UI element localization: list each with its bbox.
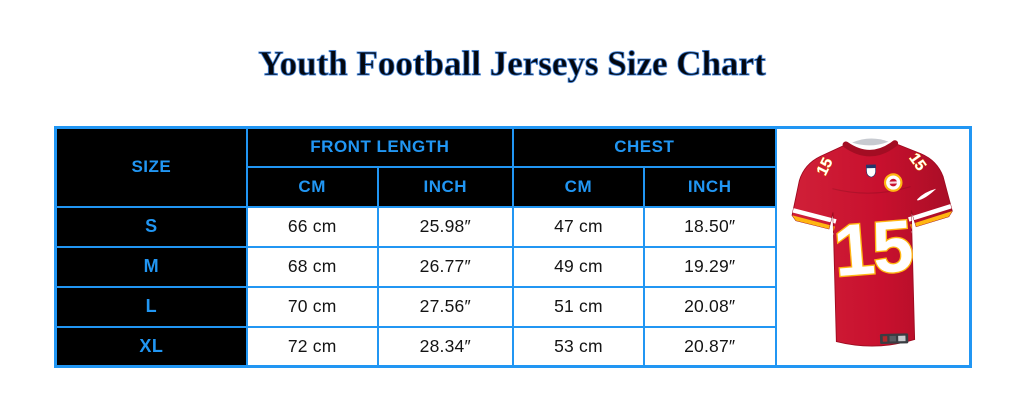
cell-front-inch: 25.98″	[376, 205, 514, 248]
size-chart-table: SIZE FRONT LENGTH CHEST	[54, 126, 972, 368]
row-size-label: M	[54, 245, 248, 288]
team-patch-icon	[883, 172, 903, 192]
subheader-chest-inch: INCH	[642, 165, 777, 208]
subheader-front-inch: INCH	[376, 165, 514, 208]
jersey-image-cell: 15 15 15	[774, 126, 972, 368]
header-row-units: CM INCH CM INCH	[56, 165, 971, 208]
header-row-groups: SIZE FRONT LENGTH CHEST	[54, 126, 972, 368]
nike-swoosh-icon	[916, 188, 936, 200]
cell-front-inch: 28.34″	[376, 325, 514, 368]
cell-front-inch: 27.56″	[376, 285, 514, 328]
cell-chest-inch: 18.50″	[642, 205, 777, 248]
cell-chest-cm: 53 cm	[511, 325, 645, 368]
table-row-l: L 70 cm 27.56″ 51 cm 20.08″	[54, 285, 971, 328]
jersey-collar	[842, 139, 898, 156]
table-row-xl: XL 72 cm 28.34″ 53 cm 20.87″	[54, 325, 971, 368]
cell-chest-inch: 20.87″	[642, 325, 777, 368]
row-size-label: L	[54, 285, 248, 328]
jersey-number: 15	[831, 205, 915, 292]
subheader-chest-cm: CM	[511, 165, 645, 208]
cell-front-cm: 72 cm	[245, 325, 379, 368]
column-header-chest: CHEST	[511, 126, 777, 168]
cell-front-cm: 68 cm	[245, 245, 379, 288]
column-header-front-length: FRONT LENGTH	[245, 126, 514, 168]
cell-front-cm: 70 cm	[245, 285, 379, 328]
cell-chest-inch: 19.29″	[642, 245, 777, 288]
nfl-shield-icon	[865, 164, 876, 178]
jersey-jock-tag	[879, 332, 909, 344]
jersey-shoulder-number-left: 15	[813, 154, 836, 177]
cell-front-inch: 26.77″	[376, 245, 514, 288]
page-title: Youth Football Jerseys Size Chart	[258, 44, 766, 84]
table-row-s: S 66 cm 25.98″ 47 cm 18.50″	[54, 205, 971, 248]
jersey-back-collar	[851, 138, 889, 145]
cell-chest-inch: 20.08″	[642, 285, 777, 328]
cell-chest-cm: 47 cm	[511, 205, 645, 248]
jersey-image: 15 15 15	[779, 130, 967, 361]
cell-chest-cm: 49 cm	[511, 245, 645, 288]
row-size-label: S	[54, 205, 248, 248]
cell-chest-cm: 51 cm	[511, 285, 645, 328]
column-header-size: SIZE	[54, 126, 248, 208]
row-size-label: XL	[54, 325, 248, 368]
table-row-m: M 68 cm 26.77″ 49 cm 19.29″	[54, 245, 971, 288]
cell-front-cm: 66 cm	[245, 205, 379, 248]
subheader-front-cm: CM	[245, 165, 379, 208]
